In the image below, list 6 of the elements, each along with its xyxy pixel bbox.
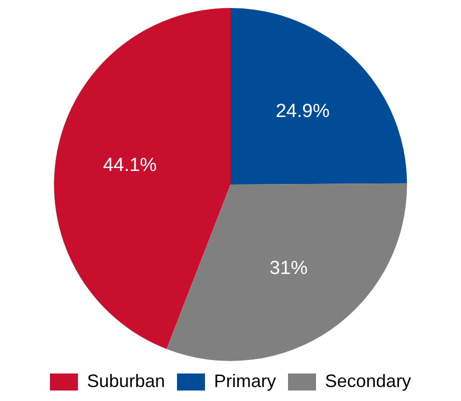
- data-label: 44.1%: [102, 154, 157, 176]
- data-label: 31%: [270, 258, 308, 280]
- legend-label: Primary: [214, 370, 276, 391]
- legend-label: Secondary: [325, 370, 412, 391]
- data-label: 24.9%: [276, 101, 330, 122]
- legend-label: Suburban: [86, 370, 166, 391]
